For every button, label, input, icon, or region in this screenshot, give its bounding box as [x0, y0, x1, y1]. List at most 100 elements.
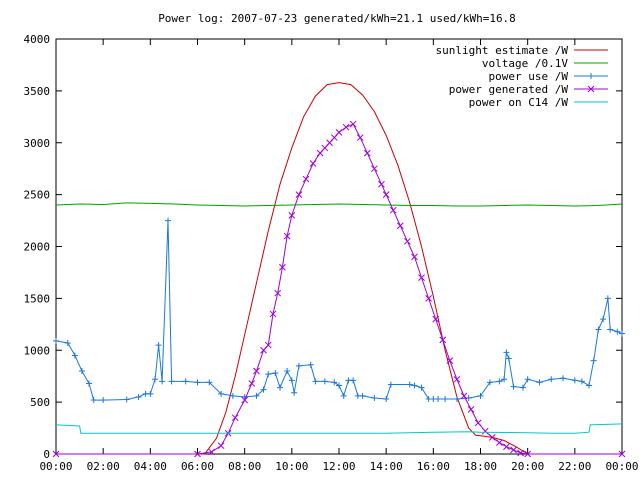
- data-point: [524, 376, 531, 383]
- x-tick-label: 04:00: [134, 460, 167, 473]
- data-point: [159, 378, 166, 385]
- data-point: [503, 443, 510, 451]
- x-tick-label: 02:00: [87, 460, 120, 473]
- data-point: [260, 386, 267, 393]
- data-point: [152, 376, 159, 383]
- series-0: [56, 82, 622, 455]
- legend-label: power on C14 /W: [469, 96, 569, 109]
- x-axis: 00:00 02:00 04:00 06:00 08:00 10:00 12:00 14:00…: [39, 39, 639, 473]
- data-point: [241, 396, 249, 404]
- data-point: [86, 380, 93, 387]
- data-point: [590, 357, 597, 364]
- data-point: [100, 397, 107, 404]
- data-point: [335, 129, 343, 136]
- data-point: [439, 336, 447, 344]
- series-line: [55, 202, 623, 207]
- data-point: [389, 206, 397, 214]
- data-point: [560, 375, 567, 382]
- series-layer: [52, 82, 626, 458]
- data-point: [350, 377, 357, 384]
- data-point: [218, 390, 225, 397]
- series-line: [56, 82, 622, 455]
- legend-marker: [588, 73, 594, 79]
- data-point: [371, 165, 378, 173]
- data-point: [460, 392, 468, 400]
- data-point: [64, 339, 71, 346]
- data-point: [614, 328, 621, 335]
- data-point: [607, 326, 614, 333]
- data-point: [477, 392, 484, 399]
- data-point: [432, 315, 440, 323]
- data-point: [595, 326, 602, 333]
- data-point: [229, 392, 236, 399]
- data-point: [295, 362, 302, 369]
- data-point: [578, 378, 585, 385]
- data-point: [274, 289, 282, 297]
- data-point: [548, 376, 555, 383]
- series-line: [55, 423, 623, 434]
- data-point: [486, 379, 493, 386]
- data-point: [411, 382, 418, 389]
- data-point: [248, 380, 256, 387]
- data-point: [349, 120, 357, 128]
- legend-marker: [587, 85, 595, 93]
- data-point: [496, 439, 503, 446]
- data-point: [505, 355, 512, 362]
- data-point: [356, 134, 364, 141]
- data-point: [453, 396, 460, 403]
- data-point: [418, 384, 425, 391]
- data-point: [155, 342, 162, 349]
- data-point: [387, 381, 394, 388]
- data-point: [536, 379, 543, 386]
- x-tick-label: 22:00: [558, 460, 591, 473]
- data-point: [231, 414, 239, 422]
- data-point: [406, 381, 413, 388]
- data-point: [194, 450, 201, 458]
- data-point: [517, 449, 524, 457]
- y-axis: 0 500 1000 1500 2000 2500 3000 3500 4000: [24, 33, 622, 461]
- data-point: [217, 442, 225, 450]
- data-point: [288, 377, 295, 384]
- data-point: [481, 427, 489, 435]
- data-point: [604, 295, 611, 302]
- data-point: [618, 450, 626, 458]
- data-point: [619, 330, 625, 337]
- data-point: [524, 450, 532, 458]
- data-point: [291, 389, 298, 396]
- data-point: [168, 378, 175, 385]
- data-point: [363, 149, 371, 157]
- data-point: [272, 370, 279, 377]
- series-2: [53, 217, 625, 404]
- data-point: [474, 419, 482, 427]
- data-point: [446, 357, 454, 364]
- data-point: [600, 316, 607, 323]
- data-point: [194, 379, 201, 386]
- legend-label: power generated /W: [449, 83, 569, 96]
- x-tick-label: 12:00: [322, 460, 355, 473]
- data-point: [519, 384, 526, 391]
- data-point: [253, 367, 260, 375]
- data-point: [208, 448, 216, 456]
- y-tick-label: 2000: [24, 241, 51, 254]
- data-point: [309, 160, 317, 167]
- data-point: [279, 263, 286, 271]
- data-point: [135, 393, 142, 400]
- data-point: [265, 371, 272, 378]
- data-point: [53, 337, 59, 344]
- chart-title: Power log: 2007-07-23 generated/kWh=21.1…: [158, 12, 516, 25]
- data-point: [488, 434, 496, 441]
- data-point: [336, 382, 342, 389]
- data-point: [342, 123, 350, 131]
- data-point: [340, 392, 347, 399]
- data-point: [383, 396, 390, 403]
- legend-item: power generated /W: [449, 83, 608, 96]
- data-point: [288, 212, 296, 219]
- data-point: [418, 274, 425, 281]
- x-tick-label: 06:00: [181, 460, 214, 473]
- data-point: [371, 394, 378, 401]
- data-point: [307, 361, 314, 368]
- data-point: [206, 379, 213, 386]
- data-point: [284, 368, 291, 374]
- x-tick-label: 18:00: [464, 460, 497, 473]
